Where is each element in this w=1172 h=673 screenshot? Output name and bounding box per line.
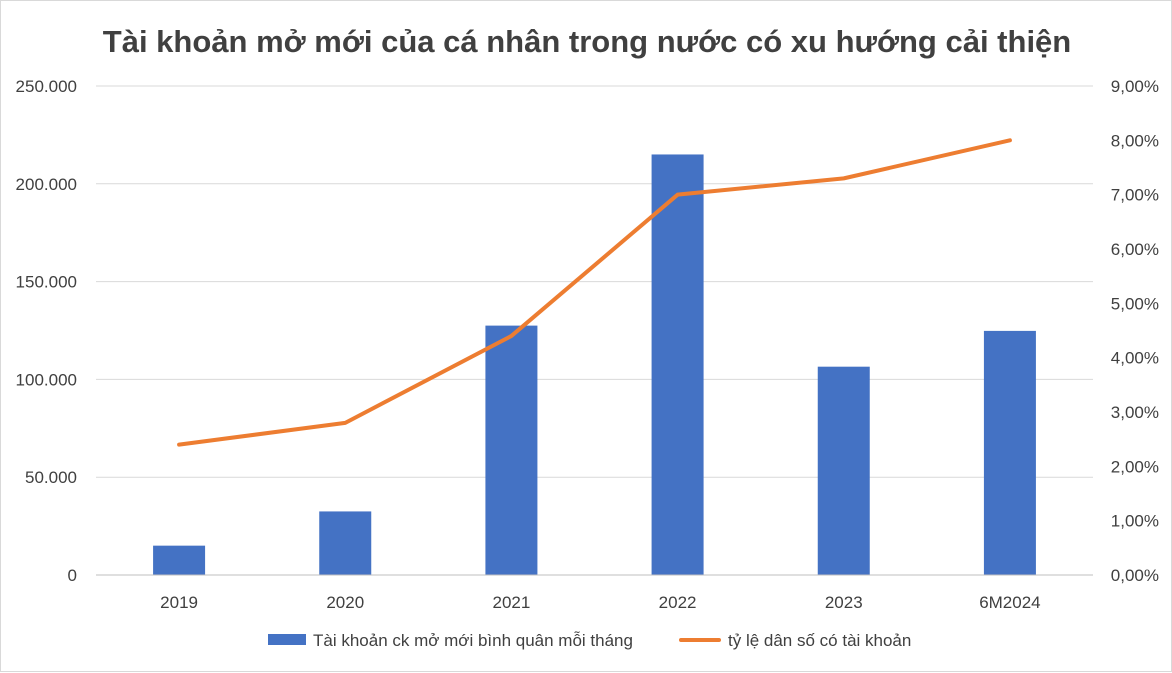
left-tick-label: 250.000 [16,77,77,96]
right-y-axis: 0,00% 1,00% 2,00% 3,00% 4,00% 5,00% 6,00% 7,00%… [1111,77,1159,585]
right-tick-label: 5,00% [1111,294,1159,313]
left-tick-label: 100.000 [16,370,77,389]
right-tick-label: 4,00% [1111,349,1159,368]
x-tick-label: 6M2024 [979,593,1040,612]
x-tick-label: 2020 [326,593,364,612]
left-y-axis: 0 50.000 100.000 150.000 200.000 250.000 [16,77,77,585]
bar [984,331,1036,575]
chart-title: Tài khoản mở mới của cá nhân trong nước … [103,24,1071,59]
right-tick-label: 6,00% [1111,240,1159,259]
legend-line-label: tỷ lệ dân số có tài khoản [728,631,911,650]
bar [652,154,704,575]
left-tick-label: 150.000 [16,273,77,292]
legend-bar-swatch [268,634,306,645]
x-tick-label: 2021 [493,593,531,612]
left-tick-label: 50.000 [25,468,77,487]
left-tick-label: 0 [68,566,77,585]
right-tick-label: 7,00% [1111,186,1159,205]
x-tick-label: 2019 [160,593,198,612]
x-axis: 2019 2020 2021 2022 2023 6M2024 [96,575,1093,612]
gridlines [96,86,1093,477]
bar [485,326,537,575]
right-tick-label: 2,00% [1111,457,1159,476]
bar-series [153,154,1036,575]
line-series [179,140,1010,444]
right-tick-label: 1,00% [1111,512,1159,531]
series-line [179,140,1010,444]
x-tick-label: 2023 [825,593,863,612]
bar [319,511,371,575]
right-tick-label: 8,00% [1111,131,1159,150]
left-tick-label: 200.000 [16,175,77,194]
bar [153,546,205,575]
legend-bar-label: Tài khoản ck mở mới bình quân mỗi tháng [313,631,633,650]
legend: Tài khoản ck mở mới bình quân mỗi tháng … [268,631,911,650]
right-tick-label: 9,00% [1111,77,1159,96]
right-tick-label: 3,00% [1111,403,1159,422]
right-tick-label: 0,00% [1111,566,1159,585]
bar [818,367,870,575]
x-tick-label: 2022 [659,593,697,612]
